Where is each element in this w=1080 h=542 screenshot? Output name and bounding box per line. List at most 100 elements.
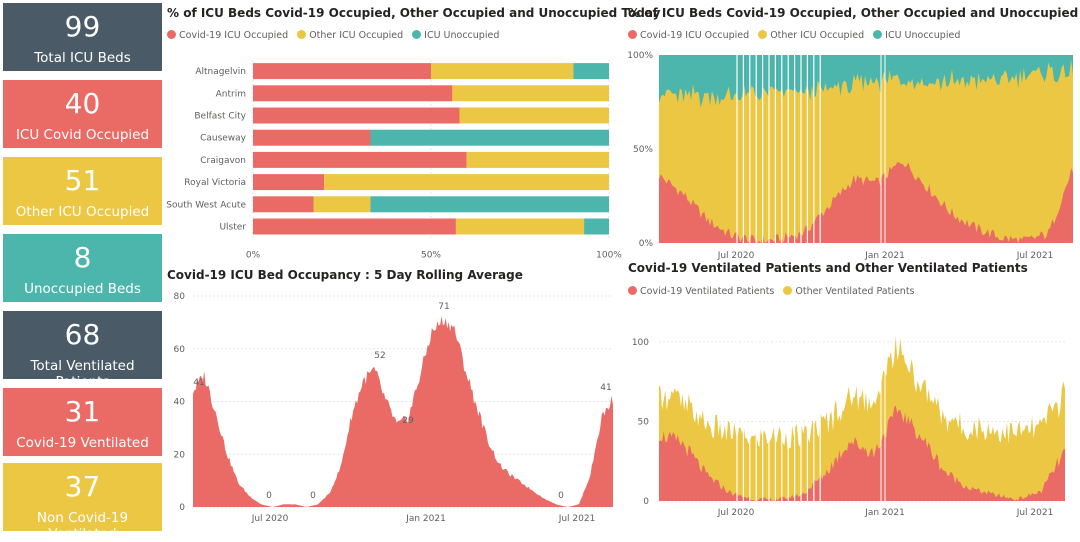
y-tick-label: 100%: [627, 51, 653, 61]
kpi-total-icu-beds: 99 Total ICU Beds: [3, 3, 162, 71]
legend-label: Other ICU Occupied: [309, 30, 404, 41]
legend-label: Other ICU Occupied: [770, 30, 865, 41]
kpi-label: Other ICU Occupied: [15, 204, 150, 220]
legend-dot-covid: [628, 286, 637, 295]
legend-dot-unoccupied: [412, 30, 422, 39]
kpi-label: Total Ventilated Patients: [30, 358, 135, 390]
legend-item[interactable]: Covid-19 ICU Occupied: [167, 30, 288, 41]
legend-label: Covid-19 ICU Occupied: [640, 30, 750, 41]
x-tick-label: Jul 2020: [717, 508, 755, 518]
bar-segment: [466, 151, 609, 168]
y-tick-label: 50: [638, 417, 650, 427]
data-label: 41: [193, 378, 204, 388]
y-category-label: Craigavon: [200, 156, 246, 166]
y-category-label: South West Acute: [166, 200, 246, 210]
x-tick-label: Jan 2021: [864, 251, 905, 261]
chart-trend-area[interactable]: 0% 50% 100% Jul 2020 Jan 2021 Jul 2021: [625, 48, 1077, 263]
chart-vent-area[interactable]: 0 50 100 Jul 2020 Jan 2021 Jul 2021: [625, 320, 1077, 525]
kpi-value: 51: [64, 164, 101, 197]
legend-item[interactable]: Other ICU Occupied: [758, 30, 864, 41]
kpi-unoccupied-beds: 8 Unoccupied Beds: [3, 234, 162, 302]
legend-trend: Covid-19 ICU Occupied Other ICU Occupied…: [628, 30, 966, 41]
data-label: 29: [402, 416, 414, 426]
chart-rolling-area[interactable]: 0 20 40 60 80 41 0 0 52 29 71 0 41 Jul 2020 Jan 2021 Ju…: [165, 285, 617, 525]
kpi-label: Covid-19 Ventilated: [16, 435, 149, 451]
legend-vent: Covid-19 Ventilated Patients Other Venti…: [628, 286, 921, 297]
area-covid-rolling: [193, 316, 613, 507]
bar-segment: [253, 174, 325, 191]
bar-segment: [253, 151, 467, 168]
bar-segment: [253, 196, 314, 213]
kpi-value: 68: [64, 318, 101, 351]
kpi-label: Non Covid-19 Ventilated: [36, 510, 129, 542]
bar-segment: [584, 218, 609, 235]
y-tick-label: 0%: [639, 239, 654, 249]
legend-item[interactable]: Other ICU Occupied: [297, 30, 403, 41]
data-label: 0: [266, 491, 272, 501]
bar-segment: [431, 63, 574, 80]
bar-segment: [455, 218, 585, 235]
legend-item[interactable]: ICU Unoccupied: [412, 30, 499, 41]
bar-segment: [459, 107, 609, 124]
bar-segment: [253, 218, 456, 235]
legend-dot-covid: [167, 30, 176, 39]
bar-segment: [324, 174, 609, 191]
area-covid-occupied: [659, 162, 1073, 243]
legend-item[interactable]: Covid-19 Ventilated Patients: [628, 286, 774, 297]
x-tick-label: 100%: [596, 251, 622, 261]
legend-today: Covid-19 ICU Occupied Other ICU Occupied…: [167, 30, 505, 41]
kpi-value: 99: [64, 10, 101, 43]
y-category-label: Causeway: [200, 134, 247, 144]
legend-dot-other: [297, 30, 307, 39]
x-tick-label: Jul 2021: [1016, 251, 1054, 261]
legend-item[interactable]: ICU Unoccupied: [873, 30, 960, 41]
kpi-total-ventilated: 68 Total Ventilated Patients: [3, 311, 162, 390]
bar-segment: [253, 129, 371, 146]
legend-label: ICU Unoccupied: [424, 30, 500, 41]
kpi-label: Total ICU Beds: [34, 50, 131, 66]
kpi-label: ICU Covid Occupied: [15, 127, 150, 143]
y-tick-label: 40: [174, 398, 186, 408]
bar-segment: [370, 129, 609, 146]
y-category-label: Belfast City: [194, 112, 246, 122]
area-other-ventilated: [659, 335, 1065, 501]
kpi-value: 37: [64, 470, 101, 503]
y-tick-label: 100: [632, 338, 649, 348]
data-label: 0: [558, 491, 564, 501]
bar-segment: [253, 107, 460, 124]
chart-title-rolling: Covid-19 ICU Bed Occupancy : 5 Day Rolli…: [167, 268, 523, 282]
bar-segment: [253, 63, 431, 80]
legend-item[interactable]: Covid-19 ICU Occupied: [628, 30, 749, 41]
legend-dot-other: [783, 286, 793, 295]
data-label: 52: [374, 351, 385, 361]
bar-segment: [573, 63, 609, 80]
kpi-non-covid-ventilated: 37 Non Covid-19 Ventilated: [3, 463, 162, 542]
kpi-covid-ventilated: 31 Covid-19 Ventilated: [3, 388, 162, 456]
legend-label: Covid-19 ICU Occupied: [179, 30, 289, 41]
y-category-label: Antrim: [216, 89, 246, 99]
y-tick-label: 0: [179, 503, 185, 513]
y-tick-label: 60: [174, 345, 186, 355]
data-label: 0: [310, 491, 316, 501]
kpi-other-icu-occupied: 51 Other ICU Occupied: [3, 157, 162, 225]
chart-today-bars[interactable]: 0% 50% 100% Altnagelvin Antrim Belfast City Ca…: [165, 52, 625, 262]
x-tick-label: Jan 2021: [405, 514, 446, 524]
chart-title-vent: Covid-19 Ventilated Patients and Other V…: [628, 261, 1028, 275]
y-category-label: Altnagelvin: [195, 67, 246, 77]
kpi-value: 8: [73, 241, 92, 274]
bar-segment: [253, 85, 453, 102]
x-tick-label: Jul 2020: [717, 251, 755, 261]
chart-title-trend: % of ICU Beds Covid-19 Occupied, Other O…: [628, 6, 1079, 20]
legend-dot-unoccupied: [873, 30, 883, 39]
legend-label: Covid-19 Ventilated Patients: [640, 286, 775, 297]
y-tick-label: 50%: [633, 145, 653, 155]
y-tick-label: 80: [174, 292, 186, 302]
legend-item[interactable]: Other Ventilated Patients: [783, 286, 915, 297]
x-tick-label: Jul 2021: [558, 514, 596, 524]
x-tick-label: 50%: [421, 251, 441, 261]
bar-segment: [370, 196, 609, 213]
kpi-icu-covid-occupied: 40 ICU Covid Occupied: [3, 80, 162, 148]
y-tick-label: 0: [643, 497, 649, 507]
area-covid-ventilated: [659, 405, 1065, 501]
x-tick-label: Jul 2020: [251, 514, 289, 524]
